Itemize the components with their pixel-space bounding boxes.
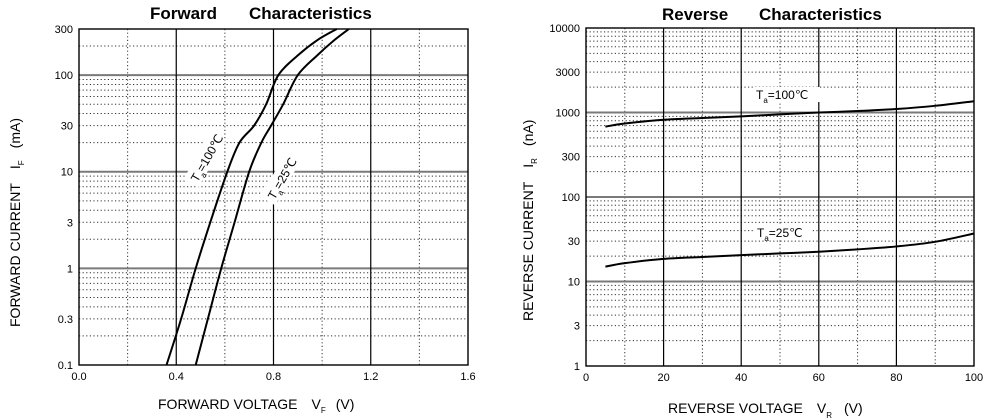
- y-tick-label: 0.1: [58, 360, 73, 372]
- series-label-100c: Ta=100℃: [183, 130, 229, 188]
- x-tick-label: 0.4: [169, 371, 184, 383]
- series-line-25c: [605, 232, 975, 268]
- curves: [605, 100, 975, 268]
- chart-title-word-2: Characteristics: [249, 4, 372, 23]
- x-tick-label: 0: [583, 372, 589, 384]
- series-label-text: Ta=100℃: [188, 132, 229, 186]
- x-tick-label: 100: [965, 372, 983, 384]
- reverse-characteristics-chart: Reverse Characteristics 1310301003001000…: [520, 5, 983, 420]
- label-background: [754, 225, 812, 240]
- chart-title-word-2: Characteristics: [759, 5, 882, 24]
- y-tick-label: 30: [61, 121, 73, 133]
- series-label-text: Ta=100℃: [756, 88, 808, 105]
- x-tick-label: 80: [890, 372, 902, 384]
- series-label-text: Ta=25℃: [757, 226, 803, 243]
- x-tick-label: 40: [735, 372, 747, 384]
- tick-labels: 1 3 10 30 100 300 1000 3000 10000 0 20 40 60 80 100: [549, 23, 983, 384]
- y-tick-label: 300: [562, 152, 580, 164]
- y-tick-label: 0.3: [58, 314, 73, 326]
- x-tick-label: 60: [813, 372, 825, 384]
- y-tick-label: 10000: [549, 23, 580, 35]
- y-tick-label: 1000: [556, 108, 580, 120]
- series-label-100c: Ta=100℃: [754, 87, 820, 105]
- y-tick-label: 100: [562, 192, 580, 204]
- label-background: [754, 87, 820, 102]
- y-tick-label: 1: [67, 263, 73, 275]
- series-line-25c: [194, 28, 350, 366]
- curves: [165, 28, 350, 366]
- y-tick-label: 3: [574, 321, 580, 333]
- plot-frame: [585, 27, 975, 367]
- forward-characteristics-chart: Forward Characteristics 0.1 0.3 1 3 10 30 100 3…: [7, 4, 476, 415]
- chart-title-word-1: Forward: [150, 4, 217, 23]
- x-tick-label: 1.2: [363, 371, 378, 383]
- tick-labels: 0.1 0.3 1 3 10 30 100 300 0.0 0.4 0.8 1.2 1.6: [55, 24, 476, 383]
- series-line-100c: [605, 100, 975, 128]
- y-axis-title: REVERSE CURRENTIR(nA): [520, 120, 539, 321]
- x-tick-label: 1.6: [460, 371, 475, 383]
- y-axis-title: FORWARD CURRENTIF(mA): [7, 118, 26, 327]
- y-tick-label: 300: [55, 24, 73, 36]
- y-tick-label: 10: [568, 277, 580, 289]
- y-tick-label: 3000: [556, 67, 580, 79]
- label-background: [183, 130, 227, 188]
- x-axis-title: REVERSE VOLTAGE VR (V): [668, 400, 863, 420]
- label-background: [260, 155, 300, 206]
- x-tick-label: 20: [657, 372, 669, 384]
- x-tick-label: 0.8: [266, 371, 281, 383]
- y-tick-label: 1: [574, 361, 580, 373]
- series-line-100c: [165, 28, 338, 366]
- grid: [585, 27, 975, 367]
- y-tick-label: 30: [568, 236, 580, 248]
- plot-frame: [78, 28, 469, 366]
- series-label-25c: Ta=25℃: [754, 225, 812, 243]
- x-tick-label: 0.0: [71, 371, 86, 383]
- x-axis-title: FORWARD VOLTAGE VF (V): [158, 396, 354, 415]
- y-tick-label: 3: [67, 217, 73, 229]
- y-tick-label: 10: [61, 167, 73, 179]
- y-tick-label: 100: [55, 70, 73, 82]
- series-label-25c: Ta=25℃: [260, 155, 300, 206]
- chart-title-word-1: Reverse: [662, 5, 728, 24]
